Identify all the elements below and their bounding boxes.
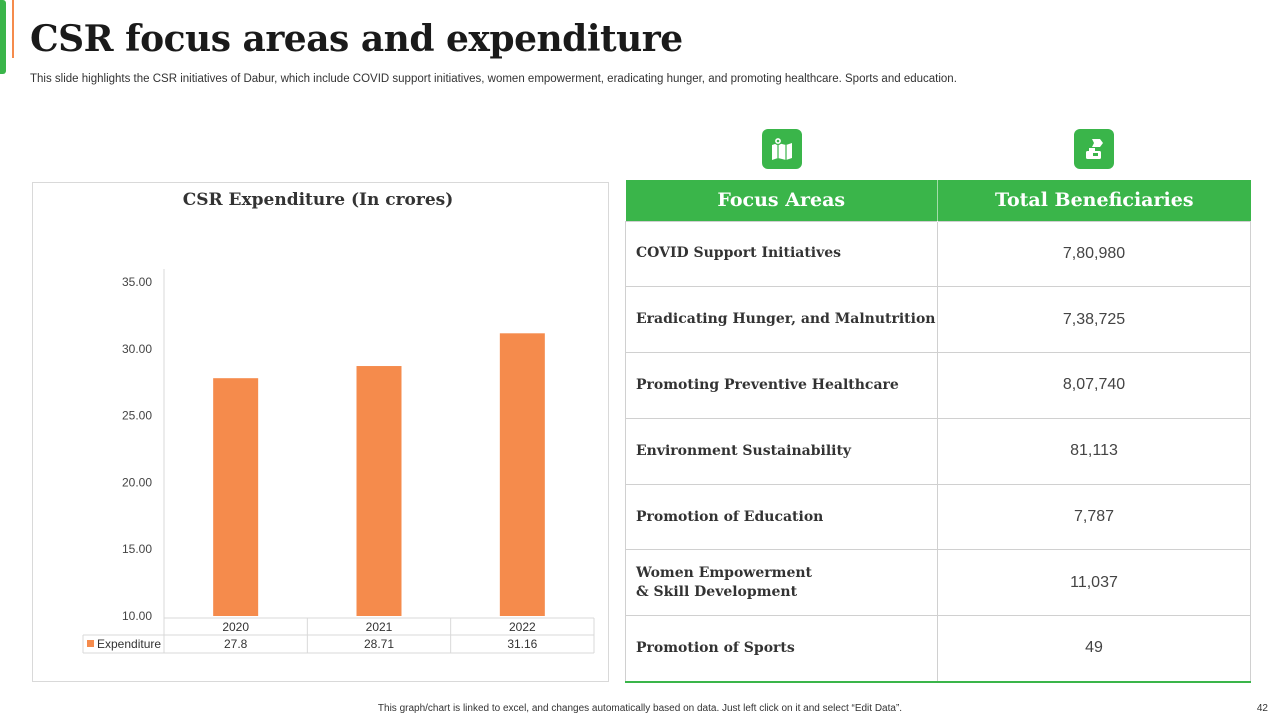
page-subtitle: This slide highlights the CSR initiative… xyxy=(30,73,957,85)
column-header: Focus Areas xyxy=(625,180,938,221)
focus-area-cell: Women Empowerment & Skill Development xyxy=(625,549,938,617)
chart-panel[interactable]: CSR Expenditure (In crores) 10.00 15.00 20… xyxy=(32,182,609,682)
column-header: Total Beneficiaries xyxy=(937,180,1251,221)
legend-series-name: Expenditure xyxy=(97,637,161,651)
beneficiaries-cell: 7,38,725 xyxy=(937,286,1251,354)
footer-note: This graph/chart is linked to excel, and… xyxy=(377,703,903,714)
table-header-row: Focus Areas Total Beneficiaries xyxy=(625,180,1251,221)
y-tick-label: 30.00 xyxy=(122,342,152,356)
map-location-icon xyxy=(762,129,802,169)
x-category-label: 2022 xyxy=(509,620,536,634)
bar-chart[interactable]: CSR Expenditure (In crores) 10.00 15.00 20… xyxy=(33,183,610,683)
beneficiaries-cell: 7,80,980 xyxy=(937,220,1251,288)
y-tick-label: 20.00 xyxy=(122,475,152,489)
page-number: 42 xyxy=(1256,703,1268,714)
table-row: Women Empowerment & Skill Development 11… xyxy=(625,549,1251,617)
legend-swatch xyxy=(87,640,94,647)
table-row: COVID Support Initiatives 7,80,980 xyxy=(625,220,1251,288)
focus-areas-table: Focus Areas Total Beneficiaries COVID Su… xyxy=(625,180,1251,683)
accent-line xyxy=(12,0,14,58)
beneficiaries-cell: 11,037 xyxy=(937,549,1251,617)
focus-area-cell: Eradicating Hunger, and Malnutrition xyxy=(625,286,938,354)
beneficiaries-cell: 81,113 xyxy=(937,417,1251,485)
y-tick-label: 25.00 xyxy=(122,409,152,423)
y-tick-label: 15.00 xyxy=(122,542,152,556)
data-value-label: 31.16 xyxy=(507,637,537,651)
focus-area-cell: COVID Support Initiatives xyxy=(625,220,938,288)
focus-area-cell: Promotion of Sports xyxy=(625,615,938,683)
beneficiaries-cell: 49 xyxy=(937,615,1251,683)
focus-area-cell: Environment Sustainability xyxy=(625,417,938,485)
y-tick-label: 10.00 xyxy=(122,609,152,623)
data-value-label: 28.71 xyxy=(364,637,394,651)
focus-area-cell: Promoting Preventive Healthcare xyxy=(625,352,938,419)
table-row: Promotion of Education 7,787 xyxy=(625,483,1251,551)
chart-title: CSR Expenditure (In crores) xyxy=(183,190,454,210)
table-row: Promotion of Sports 49 xyxy=(625,615,1251,683)
beneficiaries-cell: 7,787 xyxy=(937,483,1251,551)
y-tick-label: 35.00 xyxy=(122,275,152,289)
x-category-label: 2020 xyxy=(222,620,249,634)
data-value-label: 27.8 xyxy=(224,637,248,651)
donation-hand-icon xyxy=(1074,129,1114,169)
page-title: CSR focus areas and expenditure xyxy=(30,18,683,60)
bar-2020 xyxy=(213,378,259,616)
table-row: Environment Sustainability 81,113 xyxy=(625,417,1251,485)
focus-area-cell: Promotion of Education xyxy=(625,483,938,551)
table-row: Promoting Preventive Healthcare 8,07,740 xyxy=(625,352,1251,419)
bar-2021 xyxy=(356,366,402,616)
accent-bar xyxy=(0,0,6,74)
beneficiaries-cell: 8,07,740 xyxy=(937,352,1251,419)
x-category-label: 2021 xyxy=(366,620,393,634)
bar-2022 xyxy=(499,333,545,616)
table-row: Eradicating Hunger, and Malnutrition 7,3… xyxy=(625,286,1251,354)
